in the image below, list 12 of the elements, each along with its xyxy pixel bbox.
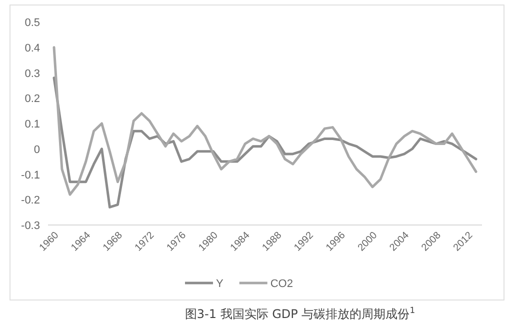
y-tick-label: 0.5 (24, 17, 40, 29)
caption: 图3-1 我国实际 GDP 与碳排放的周期成份$^{1}$ (184, 305, 416, 321)
y-tick-label: 0.1 (24, 118, 40, 130)
y-tick-label: 0.4 (24, 42, 40, 54)
y-tick-label: -0.1 (21, 169, 40, 182)
y-tick-label: 0.3 (24, 68, 40, 80)
y-tick-label: -0.2 (21, 194, 40, 207)
y-tick-label: -0.3 (21, 220, 40, 232)
legend-label: Y (216, 278, 224, 290)
legend-label: CO2 (270, 278, 293, 290)
y-tick-label: 0.2 (24, 93, 40, 106)
y-tick-label: 0 (34, 144, 40, 156)
